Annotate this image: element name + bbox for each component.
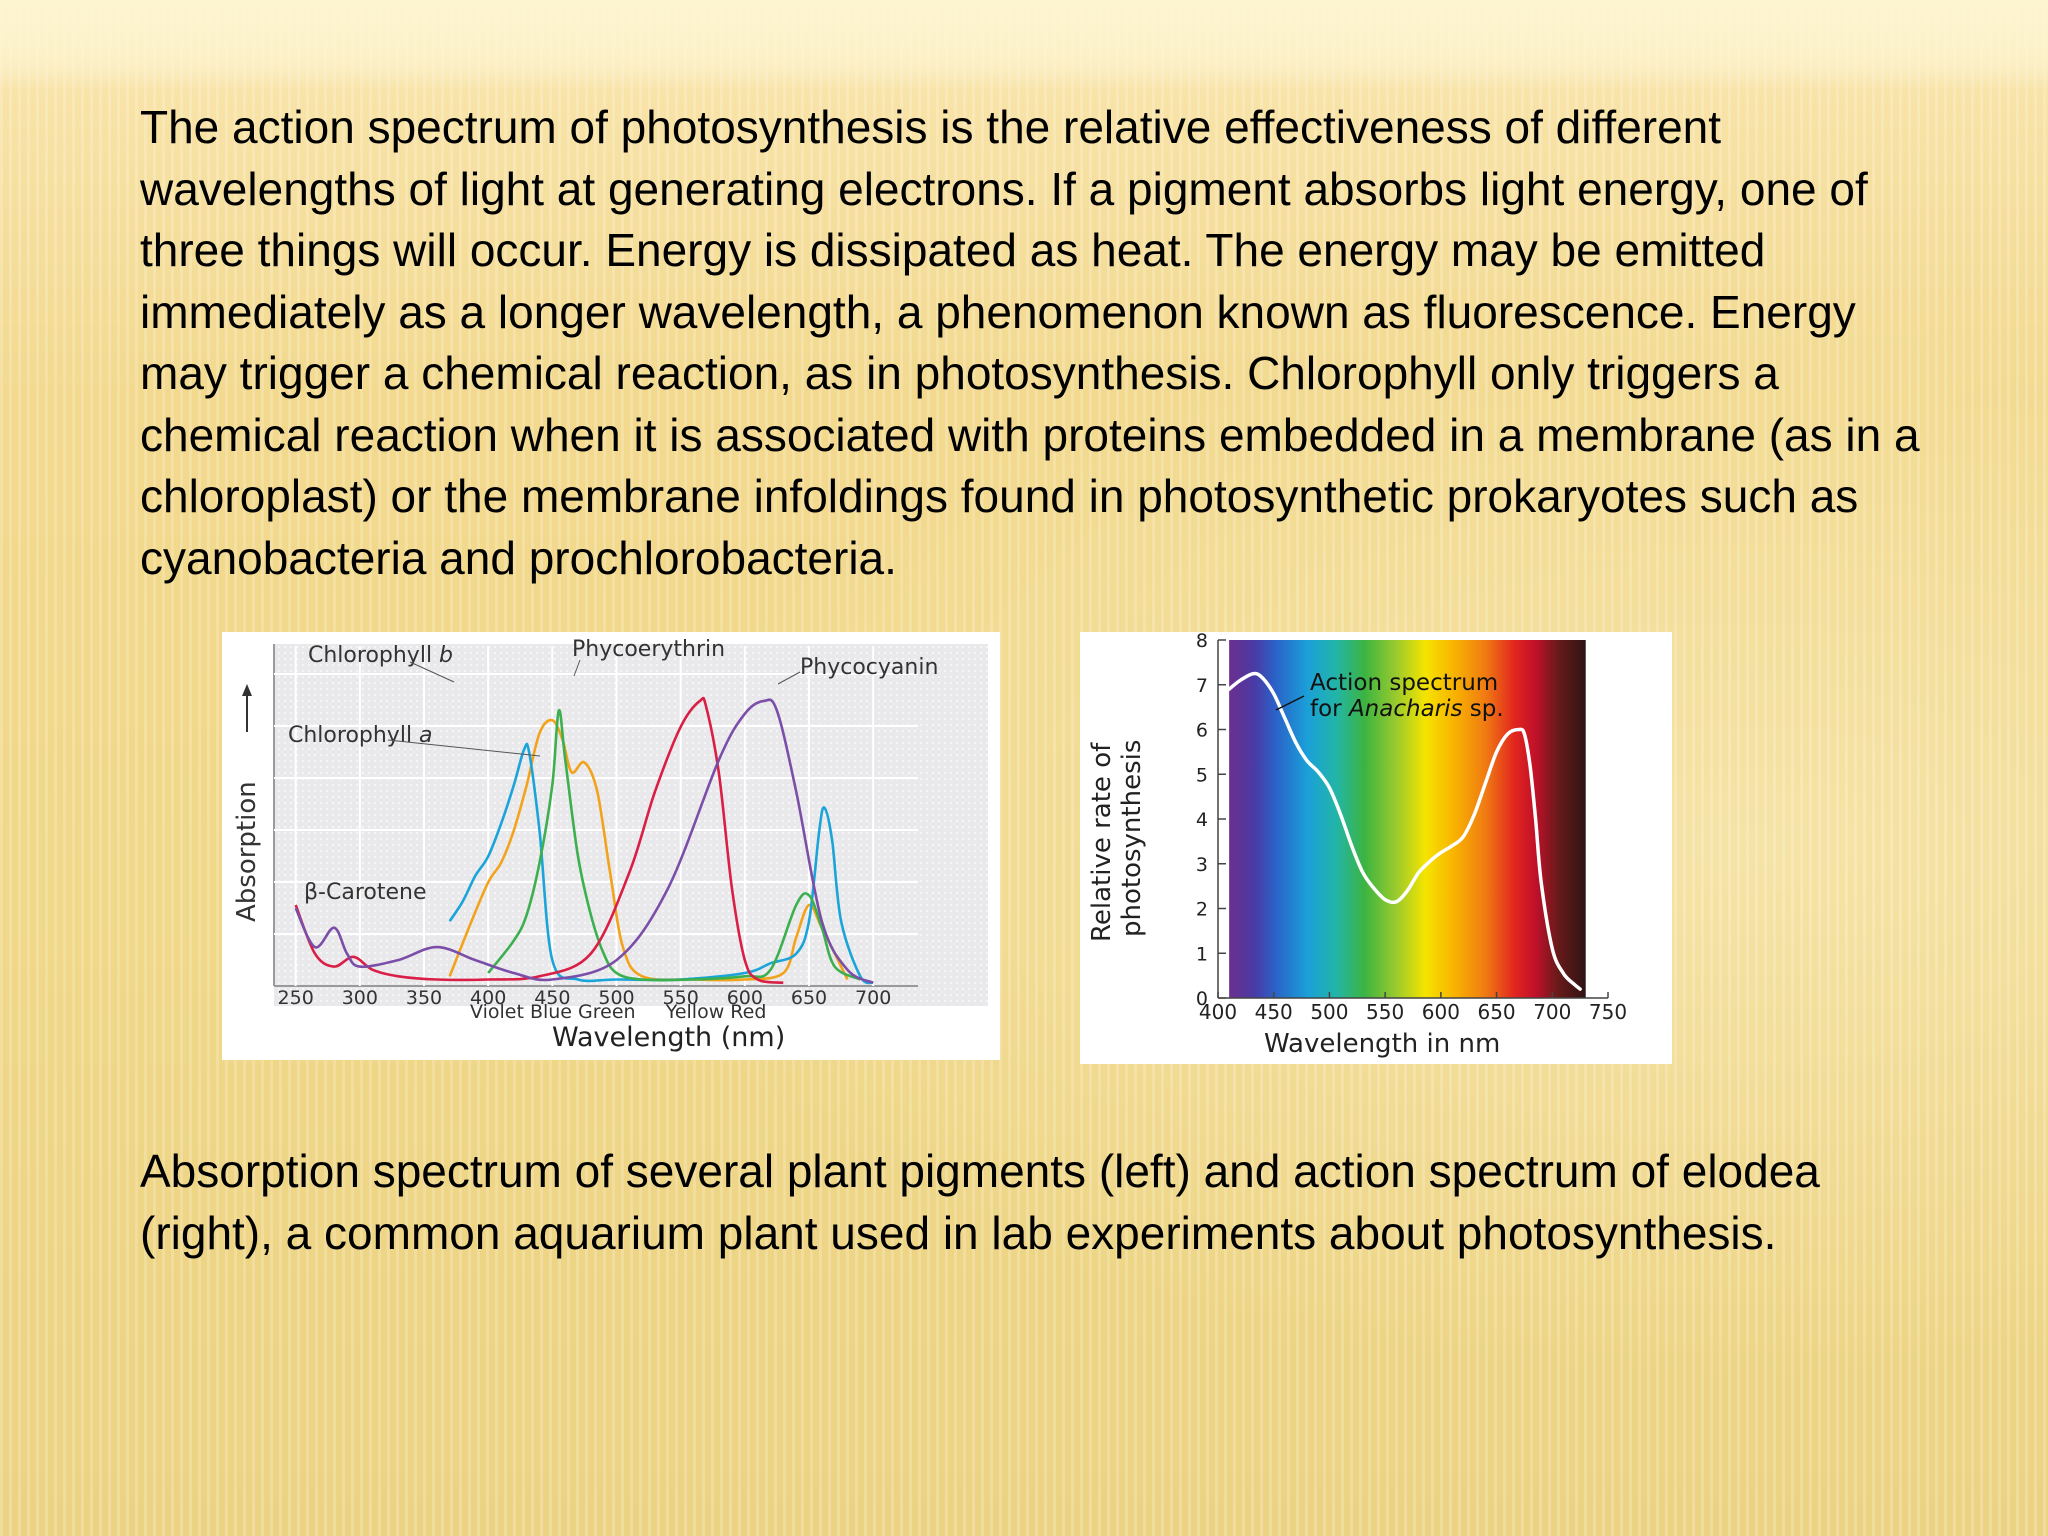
x-tick-label-450: 450 bbox=[1255, 1000, 1293, 1024]
series-lines bbox=[1227, 671, 1582, 991]
x-tick-label-250: 250 bbox=[278, 987, 314, 1009]
axes: 0 1 2 3 4 5 6 7 8 400 450 500 550 600 650 700 750 bbox=[1196, 630, 1627, 1024]
y-tick-label-1: 1 bbox=[1196, 943, 1208, 965]
legend-label-phycocyanin: Phycocyanin bbox=[800, 655, 938, 680]
y-tick-label-4: 4 bbox=[1196, 809, 1208, 831]
x-axis-label: Wavelength (nm) bbox=[552, 1022, 785, 1053]
x-tick-label-650: 650 bbox=[1477, 1000, 1515, 1024]
legend-chlorophyll-b-letter: b bbox=[439, 643, 453, 668]
y-tick-label-0: 0 bbox=[1196, 988, 1208, 1010]
slide-top-band bbox=[0, 0, 2048, 92]
y-tick-label-5: 5 bbox=[1196, 764, 1208, 786]
x-tick-label-500: 500 bbox=[1310, 1000, 1348, 1024]
callout-phycocyanin bbox=[777, 671, 801, 685]
legend-label-phycoerythrin: Phycoerythrin bbox=[572, 637, 725, 662]
spectrum-background bbox=[1229, 640, 1586, 998]
series-line-phycocyanin bbox=[294, 698, 874, 985]
legend-label-chlorophyll-a: Chlorophyll a bbox=[288, 723, 433, 748]
y-tick-label-3: 3 bbox=[1196, 854, 1208, 876]
legend-chlorophyll-a-letter: a bbox=[419, 723, 432, 748]
y-tick-label-7: 7 bbox=[1196, 675, 1208, 697]
annotation-species: Anacharis bbox=[1347, 696, 1463, 722]
callout-chlorophyll-a bbox=[387, 739, 541, 757]
legend-label-chlorophyll-b: Chlorophyll b bbox=[308, 643, 453, 668]
annotation-line-1: Action spectrum bbox=[1310, 670, 1498, 696]
annotation-prefix: for bbox=[1310, 696, 1349, 722]
x-tick-label-300: 300 bbox=[342, 987, 378, 1009]
y-tick-label-6: 6 bbox=[1196, 720, 1208, 742]
x-tick-labels: 250 300 350 400 450 500 550 600 650 700 bbox=[278, 987, 892, 1009]
series-line-action-spectrum bbox=[1227, 671, 1582, 991]
x-tick-label-650: 650 bbox=[791, 987, 827, 1009]
y-tick-label-2: 2 bbox=[1196, 899, 1208, 921]
y-tick-label-8: 8 bbox=[1196, 632, 1208, 652]
action-spectrum-svg: 0 1 2 3 4 5 6 7 8 400 450 500 550 600 650 700 750 Action… bbox=[1087, 630, 1627, 1059]
action-spectrum-chart: 0 1 2 3 4 5 6 7 8 400 450 500 550 600 650 700 750 Action… bbox=[1080, 630, 1672, 1064]
legend-chlorophyll-a-name: Chlorophyll bbox=[288, 723, 419, 748]
x-tick-label-700: 700 bbox=[855, 987, 891, 1009]
y-axis-label: Absorption bbox=[232, 781, 262, 922]
series-line-chlorophyll-b bbox=[448, 718, 849, 982]
series-line-carotene bbox=[487, 709, 861, 982]
legend-label-beta-carotene: β-Carotene bbox=[304, 880, 426, 905]
series-line-chlorophyll-a bbox=[448, 742, 874, 985]
x-tick-label-750: 750 bbox=[1589, 1000, 1627, 1024]
intro-paragraph: The action spectrum of photosynthesis is… bbox=[140, 101, 1920, 584]
caption-paragraph: Absorption spectrum of several plant pig… bbox=[140, 1145, 1820, 1259]
series-lines bbox=[294, 696, 874, 985]
x-tick-label-700: 700 bbox=[1533, 1000, 1571, 1024]
callout-chlorophyll-b bbox=[409, 661, 455, 683]
x-tick-label-550: 550 bbox=[663, 987, 699, 1009]
absorption-spectrum-svg: 250 300 350 400 450 500 550 600 650 700 Violet Bl… bbox=[232, 637, 988, 1053]
annotation-suffix: sp. bbox=[1463, 696, 1504, 722]
plot-area bbox=[274, 644, 988, 1006]
annotation-pointer bbox=[1275, 695, 1305, 711]
absorption-spectrum-chart: 250 300 350 400 450 500 550 600 650 700 Violet Bl… bbox=[222, 632, 1000, 1060]
y-axis-label-line-2: photosynthesis bbox=[1117, 740, 1147, 937]
legend-chlorophyll-b-name: Chlorophyll bbox=[308, 643, 439, 668]
x-tick-label-450: 450 bbox=[534, 987, 570, 1009]
x-axis-label: Wavelength in nm bbox=[1264, 1029, 1500, 1059]
color-band-labels: Violet Blue Green Yellow Red bbox=[470, 1001, 766, 1023]
x-tick-label-400: 400 bbox=[1199, 1000, 1237, 1024]
y-axis-label-line-1: Relative rate of bbox=[1087, 742, 1117, 942]
series-line-phycoerythrin bbox=[294, 696, 784, 985]
x-tick-label-400: 400 bbox=[470, 987, 506, 1009]
x-tick-label-500: 500 bbox=[598, 987, 634, 1009]
y-axis-arrow-head bbox=[242, 684, 252, 696]
x-tick-label-600: 600 bbox=[727, 987, 763, 1009]
callout-phycoerythrin bbox=[573, 659, 581, 677]
annotation-line-2: for Anacharis sp. bbox=[1310, 696, 1504, 722]
x-tick-label-550: 550 bbox=[1366, 1000, 1404, 1024]
x-tick-label-600: 600 bbox=[1422, 1000, 1460, 1024]
x-tick-label-350: 350 bbox=[406, 987, 442, 1009]
